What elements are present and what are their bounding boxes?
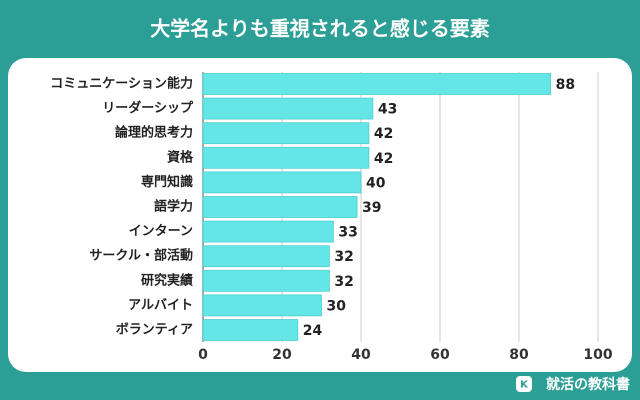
data-label: 24 — [303, 323, 323, 339]
y-tick-label: 専門知識 — [141, 174, 193, 190]
brand-icon-mark: K — [520, 380, 529, 391]
bar — [202, 245, 330, 268]
bar — [202, 171, 362, 194]
bar — [202, 196, 358, 218]
y-tick-label: 資格 — [167, 149, 194, 165]
bar — [202, 220, 334, 243]
plot-area: 0 20 40 60 80 100 コミュニケーション能力 88 リーダーシップ 43 論理的思考力… — [50, 72, 613, 363]
chart-title: 大学名よりも重視されると感じる要素 — [150, 17, 490, 41]
data-label: 33 — [338, 225, 357, 241]
bar — [202, 73, 552, 95]
data-label: 32 — [334, 274, 353, 290]
y-tick-label: サークル・部活動 — [89, 248, 193, 264]
y-tick-label: リーダーシップ — [102, 100, 194, 116]
data-label: 40 — [366, 175, 386, 191]
bar — [202, 294, 322, 317]
bar — [202, 122, 370, 145]
y-tick-label: 研究実績 — [141, 272, 193, 288]
x-tick-label: 60 — [430, 347, 450, 363]
y-tick-label: アルバイト — [128, 298, 193, 313]
data-label: 43 — [378, 102, 397, 118]
y-tick-label: コミュニケーション能力 — [50, 76, 193, 92]
y-tick-label: 語学力 — [154, 199, 193, 215]
bar — [202, 319, 299, 341]
data-label: 42 — [374, 126, 393, 142]
data-label: 42 — [374, 151, 393, 167]
x-tick-label: 100 — [583, 347, 612, 363]
x-tick-label: 0 — [198, 347, 208, 363]
data-label: 39 — [362, 200, 381, 216]
x-tick-label: 40 — [351, 347, 371, 363]
bar — [202, 269, 330, 292]
brand-icon — [516, 376, 532, 392]
bar — [202, 97, 374, 120]
y-tick-label: ボランティア — [116, 322, 193, 338]
x-tick-label: 80 — [509, 347, 529, 363]
data-label: 32 — [334, 249, 353, 265]
y-tick-label: 論理的思考力 — [115, 125, 193, 141]
data-label: 88 — [556, 77, 575, 93]
brand-name: 就活の教科書 — [546, 376, 630, 393]
bar — [202, 146, 370, 169]
data-label: 30 — [327, 298, 347, 314]
x-tick-label: 20 — [272, 347, 292, 363]
y-tick-label: インターン — [129, 224, 193, 239]
